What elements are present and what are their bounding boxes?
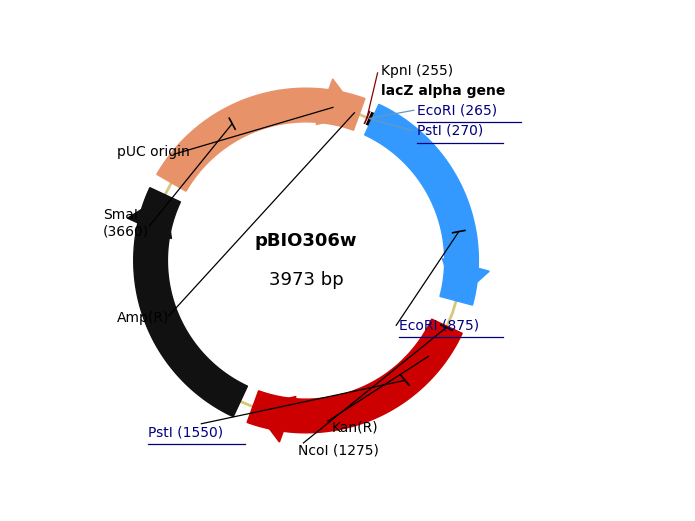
Text: PstI (270): PstI (270): [418, 124, 484, 138]
Text: pBIO306w: pBIO306w: [255, 232, 357, 250]
Text: pUC origin: pUC origin: [117, 145, 190, 159]
Text: lacZ alpha gene: lacZ alpha gene: [381, 83, 505, 97]
Polygon shape: [443, 258, 489, 301]
Text: EcoRI (265): EcoRI (265): [418, 103, 498, 117]
Polygon shape: [247, 319, 462, 433]
Text: EcoRI (875): EcoRI (875): [400, 318, 480, 332]
Polygon shape: [157, 88, 365, 191]
Text: Amp(R): Amp(R): [117, 311, 170, 325]
Polygon shape: [127, 195, 172, 239]
Text: 3973 bp: 3973 bp: [269, 271, 343, 289]
Text: Kan(R): Kan(R): [332, 420, 379, 435]
Polygon shape: [133, 188, 247, 417]
Text: SmaI
(3660): SmaI (3660): [103, 208, 149, 238]
Polygon shape: [253, 396, 296, 442]
Text: KpnI (255): KpnI (255): [381, 65, 453, 78]
Polygon shape: [316, 79, 359, 125]
Text: NcoI (1275): NcoI (1275): [298, 444, 379, 457]
Text: PstI (1550): PstI (1550): [148, 426, 223, 440]
Polygon shape: [365, 104, 478, 305]
